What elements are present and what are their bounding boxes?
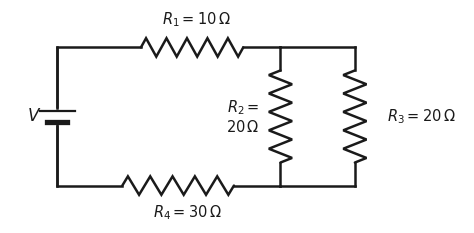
Text: $R_4 = 30\,\Omega$: $R_4 = 30\,\Omega$ <box>153 204 222 223</box>
Text: $R_2 =$
$20\,\Omega$: $R_2 =$ $20\,\Omega$ <box>226 98 260 135</box>
Text: $V$: $V$ <box>27 108 41 125</box>
Text: $R_3 = 20\,\Omega$: $R_3 = 20\,\Omega$ <box>387 107 456 126</box>
Text: $R_1 = 10\,\Omega$: $R_1 = 10\,\Omega$ <box>163 10 231 29</box>
